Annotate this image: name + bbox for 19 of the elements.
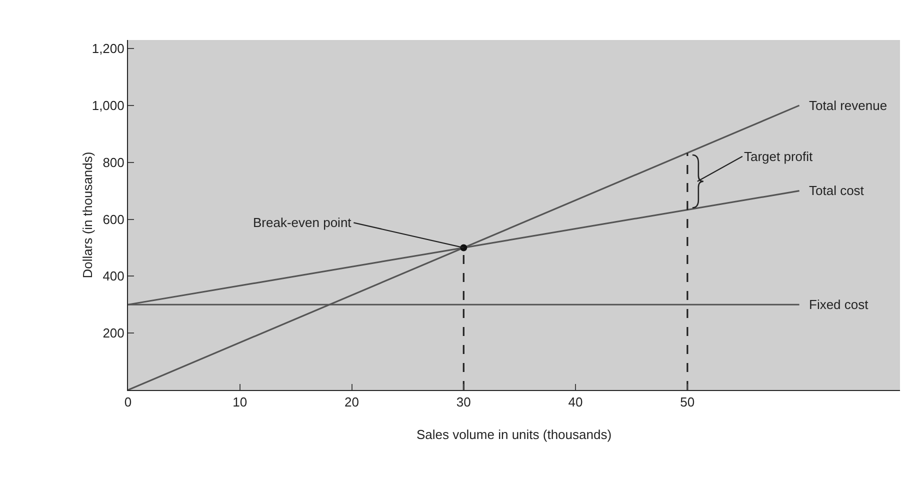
x-tick-label: 50 [680, 394, 695, 410]
x-tick-label: 20 [344, 394, 360, 410]
x-axis-title: Sales volume in units (thousands) [416, 427, 612, 442]
annotation: Break-even point [253, 215, 352, 230]
y-tick-label: 600 [102, 212, 124, 227]
y-tick-label: 800 [102, 154, 124, 170]
y-tick-label: 1,200 [92, 41, 124, 56]
y-tick-label: 200 [102, 326, 124, 341]
x-tick-label: 10 [232, 394, 248, 410]
y-axis-title: Dollars (in thousands) [80, 152, 95, 278]
x-tick-label: 30 [456, 394, 471, 410]
annotation: Target profit [744, 149, 814, 164]
y-tick-label: 400 [102, 268, 124, 284]
series-label: Fixed cost [809, 297, 869, 312]
y-tick-label: 1,000 [92, 98, 124, 113]
series-label: Total cost [809, 183, 864, 198]
x-tick-label: 40 [568, 394, 583, 410]
x-tick-label: 0 [124, 394, 132, 410]
series-label: Total revenue [809, 98, 888, 113]
